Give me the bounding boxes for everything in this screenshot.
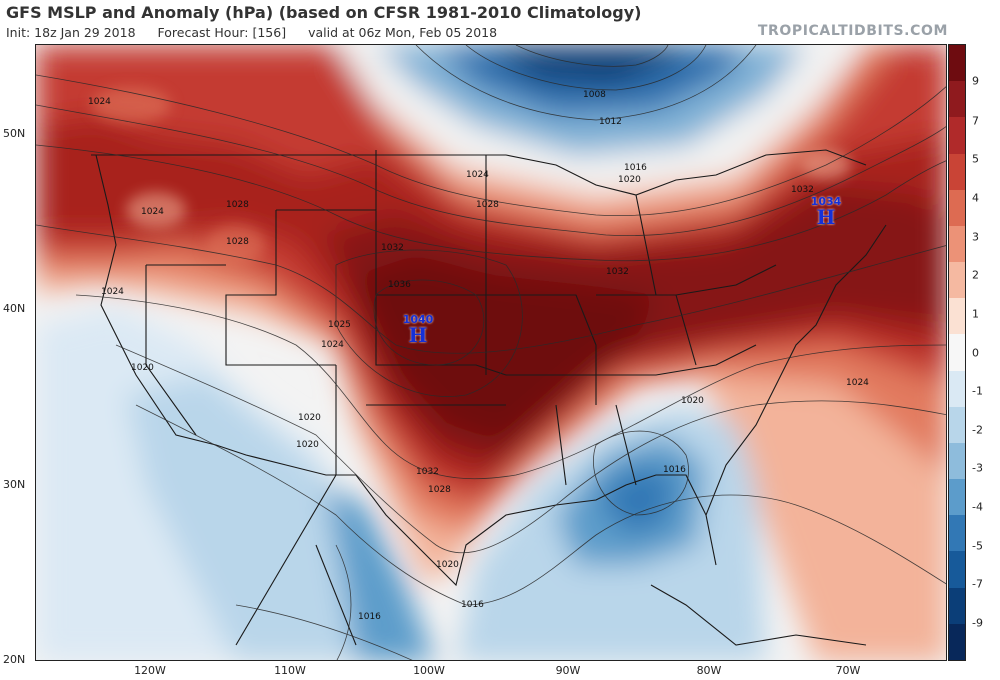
map-subtitle: Init: 18z Jan 29 2018 Forecast Hour: [15…: [6, 25, 515, 40]
isobar-label: 1025: [328, 320, 351, 330]
colorbar-swatch: [949, 479, 965, 516]
isobar-label: 1024: [466, 170, 489, 180]
colorbar-label: 9: [972, 74, 979, 88]
colorbar-swatch: [949, 334, 965, 371]
colorbar-label: 4: [972, 191, 979, 205]
valid-time: valid at 06z Mon, Feb 05 2018: [308, 25, 498, 40]
colorbar-swatch: [949, 117, 965, 154]
isobar-label: 1032: [416, 467, 439, 477]
colorbar-label: 5: [972, 152, 979, 166]
isobar-label: 1016: [461, 600, 484, 610]
colorbar-swatch: [949, 45, 965, 82]
lat-label: 30N: [3, 478, 26, 491]
colorbar-swatch: [949, 262, 965, 299]
colorbar-swatch: [949, 406, 965, 443]
isobar-label: 1020: [681, 396, 704, 406]
colorbar-swatch: [949, 189, 965, 226]
lon-label: 70W: [835, 664, 861, 677]
isobar-label: 1012: [599, 117, 622, 127]
lon-label: 90W: [555, 664, 581, 677]
colorbar-swatch: [949, 551, 965, 588]
brand-watermark: TROPICALTIDBITS.COM: [757, 23, 948, 39]
lon-label: 110W: [274, 664, 306, 677]
isobar-label: 1020: [618, 175, 641, 185]
anomaly-field: [36, 45, 946, 660]
colorbar-label: -1: [972, 384, 983, 398]
colorbar-label: 7: [972, 114, 979, 128]
isobar-label: 1028: [226, 237, 249, 247]
isobar-label: 1032: [381, 243, 404, 253]
isobar-label: 1016: [624, 163, 647, 173]
isobars: [36, 45, 946, 660]
lon-label: 100W: [413, 664, 445, 677]
anomaly-detail: [91, 87, 851, 265]
isobar-label: 1028: [476, 200, 499, 210]
isobar-label: 1020: [131, 363, 154, 373]
borders: [91, 149, 887, 646]
colorbar-label: 2: [972, 268, 979, 282]
colorbar-swatch: [949, 298, 965, 335]
isobar-label: 1020: [298, 413, 321, 423]
isobar-label: 1024: [101, 287, 124, 297]
isobar-label: 1024: [88, 97, 111, 107]
colorbar-label: -3: [972, 461, 983, 475]
init-time: Init: 18z Jan 29 2018: [6, 25, 136, 40]
isobar-label: 1032: [791, 185, 814, 195]
lat-label: 20N: [3, 653, 26, 666]
isobar-label: 1016: [358, 612, 381, 622]
colorbar-label: 3: [972, 230, 979, 244]
lon-label: 120W: [134, 664, 166, 677]
lon-label: 80W: [696, 664, 722, 677]
isobar-label: 1024: [846, 378, 869, 388]
colorbar-swatch: [949, 515, 965, 552]
colorbar-swatch: [949, 370, 965, 407]
colorbar-label: -9: [972, 616, 983, 630]
lat-label: 40N: [3, 302, 26, 315]
isobar-label: 1020: [296, 440, 319, 450]
map-title: GFS MSLP and Anomaly (hPa) (based on CFS…: [6, 3, 642, 22]
isobar-label: 1020: [436, 560, 459, 570]
isobar-label: 1028: [226, 200, 249, 210]
high-pressure-center: 1040 H: [402, 313, 434, 347]
colorbar-label: -2: [972, 423, 983, 437]
isobar-label: 1016: [663, 465, 686, 475]
colorbar-label: -5: [972, 539, 983, 553]
colorbar-label: 0: [972, 346, 979, 360]
isobar-label: 1028: [428, 485, 451, 495]
colorbar-swatch: [949, 153, 965, 190]
colorbar-swatch: [949, 623, 965, 660]
high-pressure-center: 1034 H: [810, 195, 842, 229]
colorbar-swatch: [949, 442, 965, 480]
colorbar: [948, 44, 966, 661]
colorbar-swatch: [949, 81, 965, 118]
colorbar-label: -7: [972, 577, 983, 591]
colorbar-label: 1: [972, 307, 979, 321]
colorbar-swatch: [949, 225, 965, 263]
colorbar-label: -4: [972, 500, 983, 514]
lat-label: 50N: [3, 127, 26, 140]
isobar-label: 1024: [321, 340, 344, 350]
map-canvas: [36, 45, 946, 660]
isobar-label: 1024: [141, 207, 164, 217]
isobar-label: 1036: [388, 280, 411, 290]
forecast-hour: Forecast Hour: [156]: [157, 25, 287, 40]
isobar-label: 1008: [583, 90, 606, 100]
anomaly-map: 1040 H 1034 H 1024 1028 1024 1028 1024 1…: [35, 44, 947, 661]
isobar-label: 1032: [606, 267, 629, 277]
colorbar-swatch: [949, 587, 965, 624]
